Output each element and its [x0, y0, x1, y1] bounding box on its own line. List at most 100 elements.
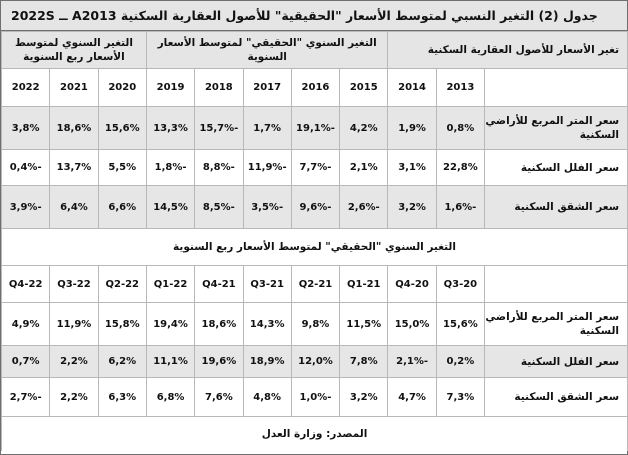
value-cell: 6,4% [49, 185, 99, 229]
value-cell: 7,6% [194, 377, 244, 417]
value-cell: 6,2% [97, 345, 147, 378]
value-cell: 2,2% [49, 345, 99, 378]
quarter-header: Q4-20 [387, 265, 437, 303]
year-header: 2014 [387, 68, 437, 107]
value-cell: 11,1% [145, 345, 196, 378]
value-cell: 0,7% [0, 345, 51, 378]
value-cell: 15,8% [97, 302, 147, 346]
blank-header-cell [484, 265, 628, 303]
quarter-header: Q3-22 [49, 265, 99, 303]
value-cell: 19,6% [194, 345, 244, 378]
value-cell: -1,0% [290, 377, 341, 417]
table-row: سعر الشقق السكنية 7,3% 4,7% 3,2% -1,0% 4… [0, 377, 628, 417]
quarterly-section-row: التغير السنوي "الحقيقي" لمتوسط الأسعار ر… [0, 228, 628, 266]
group-header-row: تغير الأسعار للأصول العقارية السكنية الت… [1, 31, 628, 69]
price-change-table: تغير الأسعار للأصول العقارية السكنية الت… [0, 31, 628, 451]
value-cell: 6,6% [97, 185, 147, 229]
table-row: سعر الفلل السكنية 22,8% 3,1% 2,1% -7,7% … [0, 149, 628, 186]
value-cell: 6,8% [145, 377, 196, 417]
value-cell: -15,7% [194, 106, 244, 150]
quarter-header: Q1-21 [339, 265, 389, 303]
year-header: 2013 [435, 68, 486, 107]
row-label-land: سعر المتر المربع للأراضي السكنية [484, 302, 628, 346]
value-cell: 2,1% [339, 149, 389, 186]
quarter-header: Q3-20 [435, 265, 486, 303]
value-cell: 7,3% [435, 377, 486, 417]
quarter-header: 21-Q2 [290, 265, 341, 303]
value-cell: -7,7% [290, 149, 341, 186]
value-cell: 0,2% [435, 345, 486, 378]
row-label-villas: سعر الفلل السكنية [484, 149, 628, 186]
year-header: 2018 [194, 68, 244, 107]
year-header: 2021 [49, 68, 99, 107]
years-header-row: 2013 2014 2015 2016 2017 2018 2019 2020 … [0, 68, 628, 107]
year-header: 2022 [0, 68, 51, 107]
quarter-header: 21-Q4 [194, 265, 244, 303]
row-label-villas: سعر الفلل السكنية [484, 345, 628, 378]
value-cell: 11,5% [339, 302, 389, 346]
year-header: 2020 [97, 68, 147, 107]
source-row: المصدر: وزارة العدل [0, 416, 628, 451]
value-cell: 14,5% [145, 185, 196, 229]
quarters-header-row: Q3-20 Q4-20 Q1-21 21-Q2 21-Q3 21-Q4 Q1-2… [0, 265, 628, 303]
table-row: سعر المتر المربع للأراضي السكنية 0,8% 1,… [0, 106, 628, 150]
value-cell: 11,9% [49, 302, 99, 346]
table-row: سعر المتر المربع للأراضي السكنية 15,6% 1… [0, 302, 628, 346]
value-cell: 3,8% [0, 106, 51, 150]
value-cell: 2,2% [49, 377, 99, 417]
blank-header-cell [484, 68, 628, 107]
value-cell: 5,5% [97, 149, 147, 186]
value-cell: 3,1% [387, 149, 437, 186]
value-cell: -2,6% [339, 185, 389, 229]
value-cell: 4,7% [387, 377, 437, 417]
value-cell: -2,1% [387, 345, 437, 378]
value-cell: 22,8% [435, 149, 486, 186]
value-cell: 4,2% [339, 106, 389, 150]
value-cell: 9,8% [290, 302, 341, 346]
value-cell: -8,5% [194, 185, 244, 229]
value-cell: 1,7% [242, 106, 292, 150]
table-row: سعر الشقق السكنية -1,6% 3,2% -2,6% -9,6%… [0, 185, 628, 229]
group-header-quarterly-annual: التغير السنوي لمتوسط الأسعار ربع السنوية [1, 31, 147, 69]
quarter-header: Q1-22 [145, 265, 196, 303]
value-cell: -11,9% [242, 149, 292, 186]
quarter-header: Q2-22 [97, 265, 147, 303]
value-cell: 4,8% [242, 377, 292, 417]
source-note: المصدر: وزارة العدل [0, 416, 628, 451]
value-cell: 7,8% [339, 345, 389, 378]
value-cell: 12,0% [290, 345, 341, 378]
value-cell: -0,4% [0, 149, 51, 186]
value-cell: -3,5% [242, 185, 292, 229]
year-header: 2017 [242, 68, 292, 107]
value-cell: 3,2% [339, 377, 389, 417]
value-cell: 18,6% [49, 106, 99, 150]
year-header: 2016 [290, 68, 341, 107]
year-header: 2019 [145, 68, 196, 107]
value-cell: 18,9% [242, 345, 292, 378]
table-title-text: جدول (2) التغير النسبي لمتوسط الأسعار "ا… [11, 8, 598, 23]
value-cell: -19,1% [290, 106, 341, 150]
table-row: سعر الفلل السكنية 0,2% -2,1% 7,8% 12,0% … [0, 345, 628, 378]
value-cell: 14,3% [242, 302, 292, 346]
quarter-header: Q4-22 [0, 265, 51, 303]
value-cell: 15,0% [387, 302, 437, 346]
value-cell: 15,6% [97, 106, 147, 150]
value-cell: 13,3% [145, 106, 196, 150]
quarterly-section-title: التغير السنوي "الحقيقي" لمتوسط الأسعار ر… [0, 228, 628, 266]
value-cell: 13,7% [49, 149, 99, 186]
value-cell: -9,6% [290, 185, 341, 229]
row-label-land: سعر المتر المربع للأراضي السكنية [484, 106, 628, 150]
value-cell: -8,8% [194, 149, 244, 186]
value-cell: 3,2% [387, 185, 437, 229]
year-header: 2015 [339, 68, 389, 107]
value-cell: -1,6% [435, 185, 486, 229]
value-cell: 0,8% [435, 106, 486, 150]
row-label-apartments: سعر الشقق السكنية [484, 377, 628, 417]
value-cell: 6,3% [97, 377, 147, 417]
value-cell: -2,7% [0, 377, 51, 417]
row-label-apartments: سعر الشقق السكنية [484, 185, 628, 229]
value-cell: 15,6% [435, 302, 486, 346]
group-header-real-annual: التغير السنوي "الحقيقي" لمتوسط الأسعار ا… [145, 31, 389, 69]
value-cell: -3,9% [0, 185, 51, 229]
